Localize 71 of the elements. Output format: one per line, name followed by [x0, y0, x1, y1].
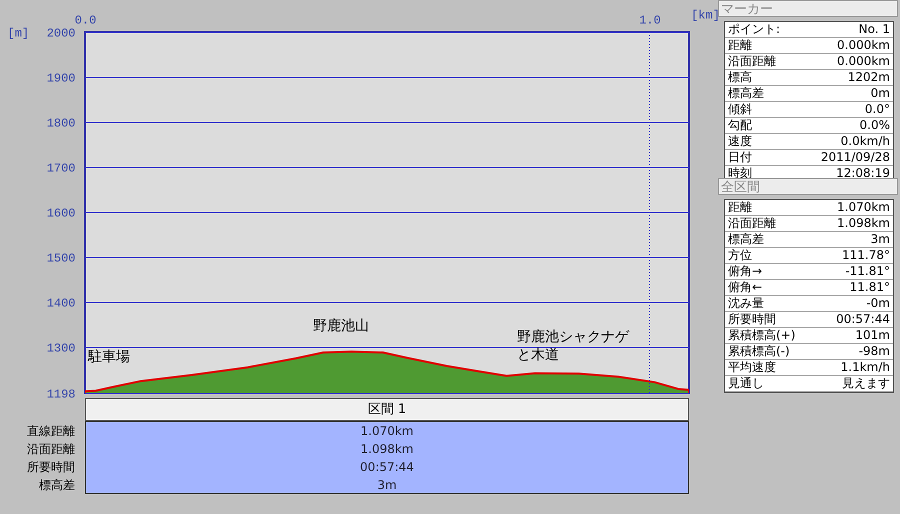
text: 12:08:19 [836, 166, 890, 181]
text: 所要時間 [728, 312, 776, 327]
y-tick-label: 1500 [46, 252, 76, 266]
text: 2011/09/28 [820, 150, 890, 165]
text: 見通し [728, 376, 764, 391]
text: 1.070km [360, 423, 414, 440]
text: 速度 [728, 134, 752, 149]
text: 沿面距離 [728, 216, 776, 231]
text: -98m [858, 344, 890, 359]
text: 1.1km/h [840, 360, 890, 375]
text: 方位 [728, 248, 752, 263]
text: 標高差 [728, 86, 764, 101]
text: 全区間 [721, 180, 760, 195]
text: 0.0% [860, 118, 890, 133]
text: 所要時間 [26, 459, 75, 476]
x-axis-title: [km] [691, 8, 720, 22]
text: 3m [376, 477, 398, 494]
text: 標高差 [728, 232, 764, 247]
text: 見えます [842, 376, 890, 391]
text: 0.0km/h [840, 134, 890, 149]
annotation: 野鹿池山 [313, 317, 370, 335]
text: 俯角← [728, 280, 762, 295]
y-axis-title: [m] [8, 26, 30, 40]
y-tick-label: 1400 [46, 296, 76, 311]
text: 沿面距離 [728, 54, 776, 69]
text: -11.81° [845, 264, 890, 279]
text: 沈み量 [728, 296, 764, 311]
x-tick-label: 0.0 [74, 14, 96, 28]
y-tick-label: 1300 [46, 342, 76, 356]
text: 区間 1 [85, 398, 689, 421]
text: 0.000km [837, 54, 890, 69]
annotation: 駐車場 [88, 348, 131, 366]
text: 勾配 [728, 118, 752, 133]
y-tick-label: 1700 [46, 162, 76, 176]
text: 0m [870, 86, 890, 101]
text: 日付 [728, 150, 752, 165]
text: 1.098km [837, 216, 890, 231]
text: 俯角→ [728, 264, 762, 279]
text: 累積標高(-) [728, 344, 790, 359]
text: 沿面距離 [26, 441, 75, 458]
y-tick-label: 1800 [46, 116, 76, 131]
text: 1.098km [360, 441, 414, 458]
text: 0.000km [837, 38, 890, 53]
text: 標高 [728, 70, 752, 85]
text: 累積標高(+) [728, 328, 796, 343]
text: 直線距離 [26, 423, 75, 440]
y-tick-label: 1600 [46, 206, 76, 221]
x-tick-label: 1.0 [639, 14, 661, 28]
y-tick-label: 2000 [46, 26, 76, 40]
text: 平均速度 [728, 360, 776, 375]
text: 傾斜 [728, 102, 752, 117]
y-tick-label: 1198 [46, 388, 76, 402]
text: 時刻 [728, 166, 752, 180]
y-tick-label: 1900 [46, 72, 76, 86]
text: マーカー [718, 0, 898, 17]
text: 1202m [848, 70, 890, 85]
text: ポイント: [728, 22, 780, 37]
text: 101m [855, 328, 890, 343]
text: 00:57:44 [359, 459, 415, 476]
text: No. 1 [858, 22, 890, 37]
text: 0.0° [864, 102, 890, 117]
annotation: 野鹿池シャクナゲと木道 [517, 328, 630, 364]
text: 距離 [728, 38, 752, 53]
text: 3m [870, 232, 890, 247]
text: 11.81° [850, 280, 890, 295]
text: 1.070km [837, 200, 890, 215]
text: 距離 [728, 200, 752, 215]
text: 00:57:44 [836, 312, 890, 327]
text: 標高差 [38, 477, 75, 494]
text: -0m [866, 296, 890, 311]
text: 111.78° [842, 248, 890, 263]
